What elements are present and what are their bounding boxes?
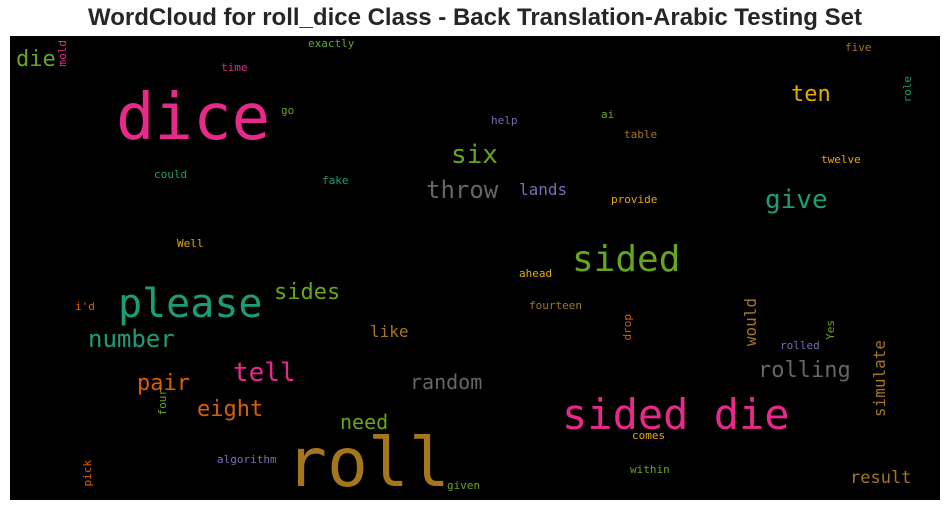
- word-roll: roll: [286, 424, 450, 500]
- word-fake: fake: [322, 174, 349, 187]
- word-algorithm: algorithm: [217, 453, 277, 466]
- word-provide: provide: [611, 193, 658, 206]
- word-simulate: simulate: [870, 340, 889, 418]
- word-would: would: [741, 298, 760, 347]
- word-well: Well: [177, 237, 204, 250]
- word-rolling: rolling: [758, 358, 851, 383]
- word-twelve: twelve: [821, 153, 861, 166]
- word-lands: lands: [519, 180, 568, 199]
- word-dice: dice: [116, 81, 271, 155]
- word-pick: pick: [81, 460, 94, 487]
- word-ahead: ahead: [519, 267, 553, 280]
- word-given: given: [447, 479, 481, 492]
- word-table: table: [624, 128, 658, 141]
- word-comes: comes: [632, 429, 666, 442]
- word-ai: ai: [601, 108, 615, 121]
- word-give: give: [765, 185, 828, 215]
- word-six: six: [451, 140, 498, 170]
- word-within: within: [630, 463, 670, 476]
- word-four: four: [156, 389, 169, 416]
- word-need: need: [340, 410, 389, 434]
- word-die: die: [16, 47, 56, 72]
- word-throw: throw: [426, 176, 499, 204]
- word-help: help: [491, 114, 518, 127]
- word-eight: eight: [197, 397, 264, 422]
- word-time: time: [221, 61, 248, 74]
- word-sides: sides: [274, 280, 341, 305]
- word-rolled: rolled: [780, 339, 820, 352]
- word-like: like: [370, 322, 409, 341]
- word-sided: sided: [572, 239, 681, 280]
- word-id: i'd: [75, 300, 95, 313]
- word-mold: mold: [56, 40, 69, 67]
- word-go: go: [281, 104, 295, 117]
- word-exactly: exactly: [308, 37, 355, 50]
- word-role: role: [901, 76, 914, 103]
- word-yes: Yes: [824, 320, 837, 340]
- page-title: WordCloud for roll_dice Class - Back Tra…: [88, 4, 862, 31]
- word-drop: drop: [621, 314, 634, 341]
- word-number: number: [88, 325, 175, 353]
- word-result: result: [850, 468, 912, 488]
- word-ten: ten: [791, 82, 831, 107]
- word-sided-die: sided die: [562, 390, 790, 439]
- word-cloud: roll dice sided die please sided throw s…: [10, 36, 940, 500]
- word-random: random: [410, 370, 483, 394]
- word-could: could: [154, 168, 188, 181]
- word-pair: pair: [137, 371, 190, 396]
- word-tell: tell: [233, 358, 296, 388]
- word-fourteen: fourteen: [529, 299, 582, 312]
- word-five: five: [845, 41, 872, 54]
- word-please: please: [118, 281, 263, 327]
